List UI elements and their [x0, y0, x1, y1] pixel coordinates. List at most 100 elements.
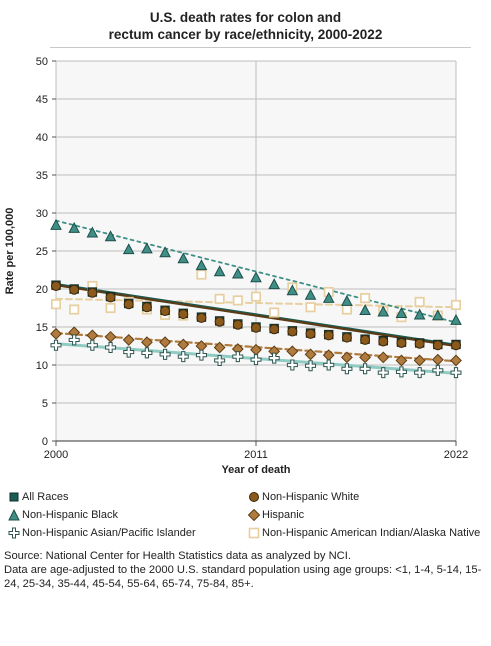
data-point-series-4	[414, 367, 426, 379]
data-point-series-3	[341, 351, 353, 364]
data-point-series-3	[377, 351, 390, 364]
data-point-series-4	[86, 339, 98, 351]
data-point-series-4	[141, 347, 153, 359]
data-point-series-1	[378, 336, 389, 347]
y-axis-label: Rate per 100,000	[4, 208, 16, 295]
data-point-series-5	[269, 307, 280, 318]
legend-label-all-races: All Races	[22, 491, 69, 503]
data-point-series-4	[250, 354, 262, 366]
data-point-series-2	[195, 259, 208, 271]
data-point-series-4	[341, 363, 353, 375]
data-point-series-4	[377, 367, 389, 379]
data-point-series-2	[104, 230, 117, 242]
data-point-series-2	[304, 288, 317, 300]
data-point-series-4	[50, 339, 62, 351]
data-point-series-2	[141, 242, 153, 254]
data-point-series-1	[123, 299, 134, 310]
data-point-series-2	[450, 313, 462, 325]
y-axis-ticks: 0 5 10 15 20 25 30 35 40 45 50	[36, 56, 56, 448]
data-point-series-4	[232, 351, 244, 363]
age-adjustment-note: Data are age-adjusted to the 2000 U.S. s…	[4, 564, 482, 590]
data-point-series-3	[213, 341, 226, 354]
chart-title-line-1: U.S. death rates for colon and	[149, 10, 342, 25]
data-point-series-2	[68, 221, 81, 233]
data-point-series-2	[395, 307, 408, 319]
data-point-series-1	[69, 284, 80, 295]
source-note: Source: National Center for Health Stati…	[4, 549, 488, 591]
data-point-series-2	[359, 304, 371, 315]
data-point-series-2	[50, 218, 62, 230]
data-point-series-4	[105, 342, 117, 354]
gridlines	[55, 60, 457, 441]
data-point-series-1	[414, 338, 425, 349]
data-point-series-2	[231, 267, 244, 279]
data-point-series-1	[105, 292, 116, 303]
source-line: Source: National Center for Health Stati…	[4, 550, 351, 562]
legend-label-hispanic: Hispanic	[262, 509, 305, 521]
data-point-series-2	[268, 278, 281, 290]
data-point-series-4	[432, 364, 444, 376]
data-point-series-4	[359, 363, 371, 375]
data-point-series-2	[286, 284, 299, 296]
data-point-series-5	[232, 295, 243, 306]
data-point-series-1	[178, 309, 189, 320]
data-point-series-2	[122, 243, 135, 255]
data-point-series-2	[341, 294, 353, 306]
data-point-series-5	[50, 299, 62, 310]
y-tick-label: 25	[36, 246, 48, 258]
data-point-series-4	[195, 349, 207, 361]
legend-marker-all-races	[9, 492, 19, 502]
data-point-series-2	[413, 308, 426, 320]
x-tick-label: 2011	[244, 449, 268, 461]
y-tick-label: 35	[36, 170, 48, 182]
y-tick-label: 10	[36, 360, 48, 372]
y-tick-label: 0	[42, 436, 48, 448]
data-point-series-1	[214, 316, 225, 327]
y-tick-label: 45	[36, 94, 48, 106]
data-point-series-5	[69, 304, 80, 315]
data-point-series-3	[359, 351, 371, 364]
data-point-series-1	[232, 319, 243, 330]
data-point-series-4	[214, 354, 226, 366]
data-point-series-4	[450, 367, 462, 379]
data-point-series-3	[159, 336, 171, 349]
data-point-series-1	[287, 326, 298, 337]
chart-title-line-2: rectum cancer by race/ethnicity, 2000-20…	[108, 27, 383, 42]
data-point-series-3	[413, 354, 426, 367]
data-point-series-3	[286, 345, 299, 358]
legend-marker-non-hispanic-black	[8, 509, 20, 521]
data-point-series-5	[250, 291, 262, 302]
y-tick-label: 5	[42, 398, 48, 410]
legend-marker-hispanic	[248, 509, 260, 521]
data-point-series-1	[141, 302, 152, 313]
data-point-series-4	[323, 359, 335, 371]
data-point-series-2	[377, 305, 390, 317]
y-tick-label: 15	[36, 322, 48, 334]
data-point-series-3	[122, 334, 135, 346]
data-point-series-3	[450, 354, 462, 367]
legend-label-non-hispanic-white: Non-Hispanic White	[262, 491, 360, 503]
data-point-series-1	[341, 332, 352, 343]
title-divider	[50, 47, 471, 48]
chart-title: U.S. death rates for colon and rectum ca…	[0, 9, 491, 43]
x-axis-ticks: 2000 2011 2022	[44, 441, 468, 461]
data-point-series-2	[177, 252, 190, 264]
x-tick-label: 2022	[444, 449, 468, 461]
data-point-series-4	[286, 359, 298, 371]
data-point-series-2	[159, 246, 171, 258]
legend-label-american-indian-alaska-native: Non-Hispanic American Indian/Alaska Nati…	[262, 527, 481, 539]
data-point-series-5	[414, 296, 425, 307]
data-point-series-1	[51, 280, 61, 291]
data-point-series-5	[360, 293, 371, 304]
data-point-series-1	[360, 334, 371, 345]
data-point-series-5	[341, 304, 352, 315]
data-point-series-2	[86, 226, 99, 238]
data-point-series-5	[214, 293, 225, 304]
data-point-series-3	[177, 338, 190, 351]
y-tick-label: 30	[36, 208, 48, 220]
data-point-series-4	[68, 334, 80, 346]
y-tick-label: 20	[36, 284, 48, 296]
data-point-series-4	[395, 366, 407, 378]
data-point-series-1	[160, 306, 171, 317]
x-tick-label: 2000	[44, 449, 68, 461]
